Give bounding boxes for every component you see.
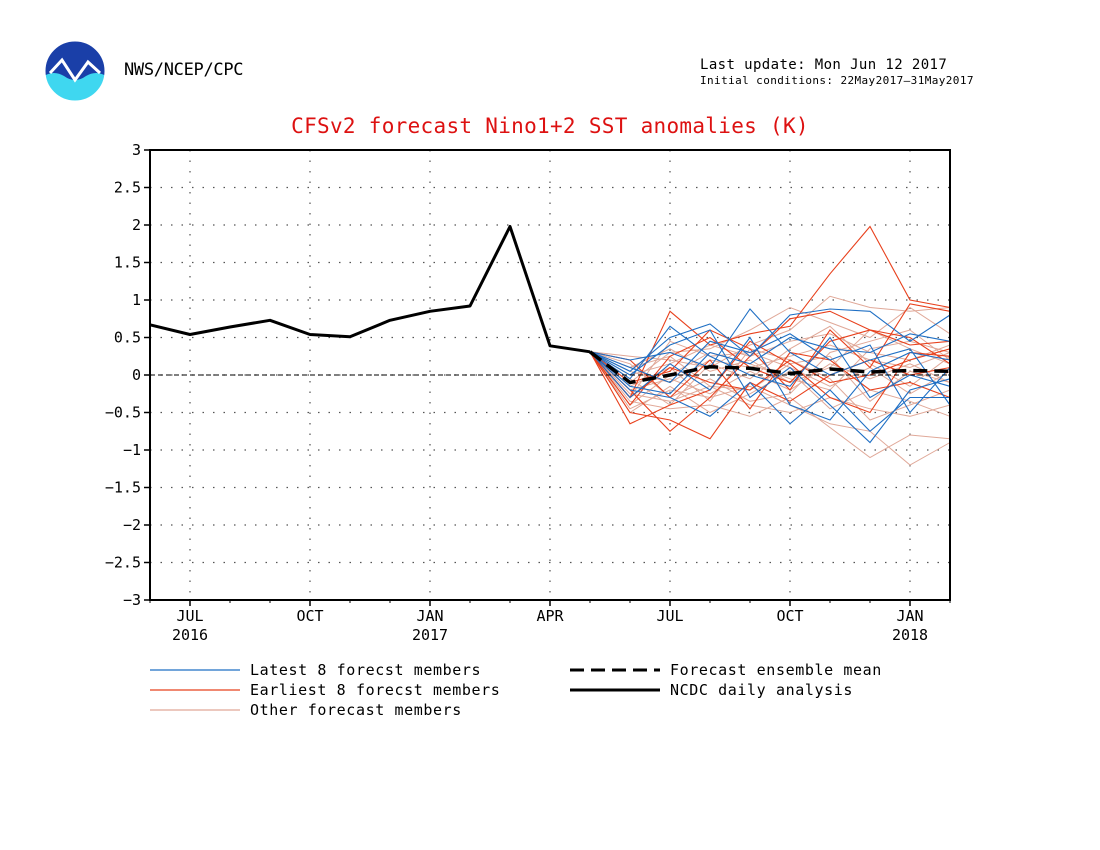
agency-label: NWS/NCEP/CPC bbox=[124, 60, 244, 80]
y-tick-label: 2 bbox=[132, 216, 141, 234]
y-tick-label: 1.5 bbox=[114, 254, 141, 272]
x-tick-label: OCT bbox=[296, 607, 323, 625]
plot-frame bbox=[149, 149, 951, 601]
analysis-layer bbox=[149, 225, 591, 354]
other-member-line bbox=[589, 306, 951, 384]
latest-member-line bbox=[589, 308, 951, 406]
y-tick-label: 3 bbox=[132, 141, 141, 159]
ensemble-mean-line bbox=[588, 350, 951, 385]
latest-member-line bbox=[589, 333, 951, 395]
x-tick-label: APR bbox=[536, 607, 564, 625]
legend: Latest 8 forecst members Earliest 8 forec… bbox=[150, 661, 882, 719]
latest-member-line bbox=[589, 308, 951, 372]
y-tick-label: 1 bbox=[132, 291, 141, 309]
earliest-member-line bbox=[589, 340, 951, 425]
y-tick-label: 0 bbox=[132, 366, 141, 384]
latest-member-line bbox=[589, 325, 951, 399]
noaa-logo bbox=[44, 40, 106, 102]
analysis-line bbox=[149, 225, 591, 354]
latest-member-line bbox=[589, 351, 950, 433]
legend-latest-label: Latest 8 forecst members bbox=[250, 661, 481, 679]
x-tick-label: JUL bbox=[176, 607, 203, 625]
x-tick-year-label: 2018 bbox=[892, 626, 928, 644]
earliest-member-line bbox=[589, 310, 951, 433]
x-tick-label: OCT bbox=[776, 607, 803, 625]
y-tick-label: −1.5 bbox=[105, 479, 141, 497]
x-tick-label: JUL bbox=[656, 607, 683, 625]
x-tick-year-label: 2016 bbox=[172, 626, 208, 644]
other-member-line bbox=[589, 351, 951, 459]
legend-analysis-label: NCDC daily analysis bbox=[670, 681, 853, 699]
initial-conditions-text: Initial conditions: 22May2017–31May2017 bbox=[700, 74, 974, 87]
y-tick-label: −3 bbox=[123, 591, 141, 609]
y-tick-label: −1 bbox=[123, 441, 141, 459]
ensemble-mean-layer bbox=[588, 350, 951, 385]
other-member-line bbox=[589, 340, 951, 399]
x-tick-label: JAN bbox=[896, 607, 923, 625]
legend-other-label: Other forecast members bbox=[250, 701, 462, 719]
y-tick-label: −2.5 bbox=[105, 554, 141, 572]
y-tick-label: 0.5 bbox=[114, 329, 141, 347]
latest-member-line bbox=[589, 329, 951, 444]
last-update-text: Last update: Mon Jun 12 2017 bbox=[700, 57, 948, 73]
x-tick-year-label: 2017 bbox=[412, 626, 448, 644]
chart-title: CFSv2 forecast Nino1+2 SST anomalies (K) bbox=[291, 114, 809, 138]
y-tick-label: −0.5 bbox=[105, 404, 141, 422]
legend-mean-label: Forecast ensemble mean bbox=[670, 661, 882, 679]
y-tick-label: −2 bbox=[123, 516, 141, 534]
axis-layer: 32.521.510.50−0.5−1−1.5−2−2.5−3JUL2016OC… bbox=[105, 141, 951, 644]
noaa-logo-icon bbox=[44, 40, 106, 102]
y-tick-label: 2.5 bbox=[114, 179, 141, 197]
x-tick-label: JAN bbox=[416, 607, 443, 625]
legend-earliest-label: Earliest 8 forecst members bbox=[250, 681, 500, 699]
